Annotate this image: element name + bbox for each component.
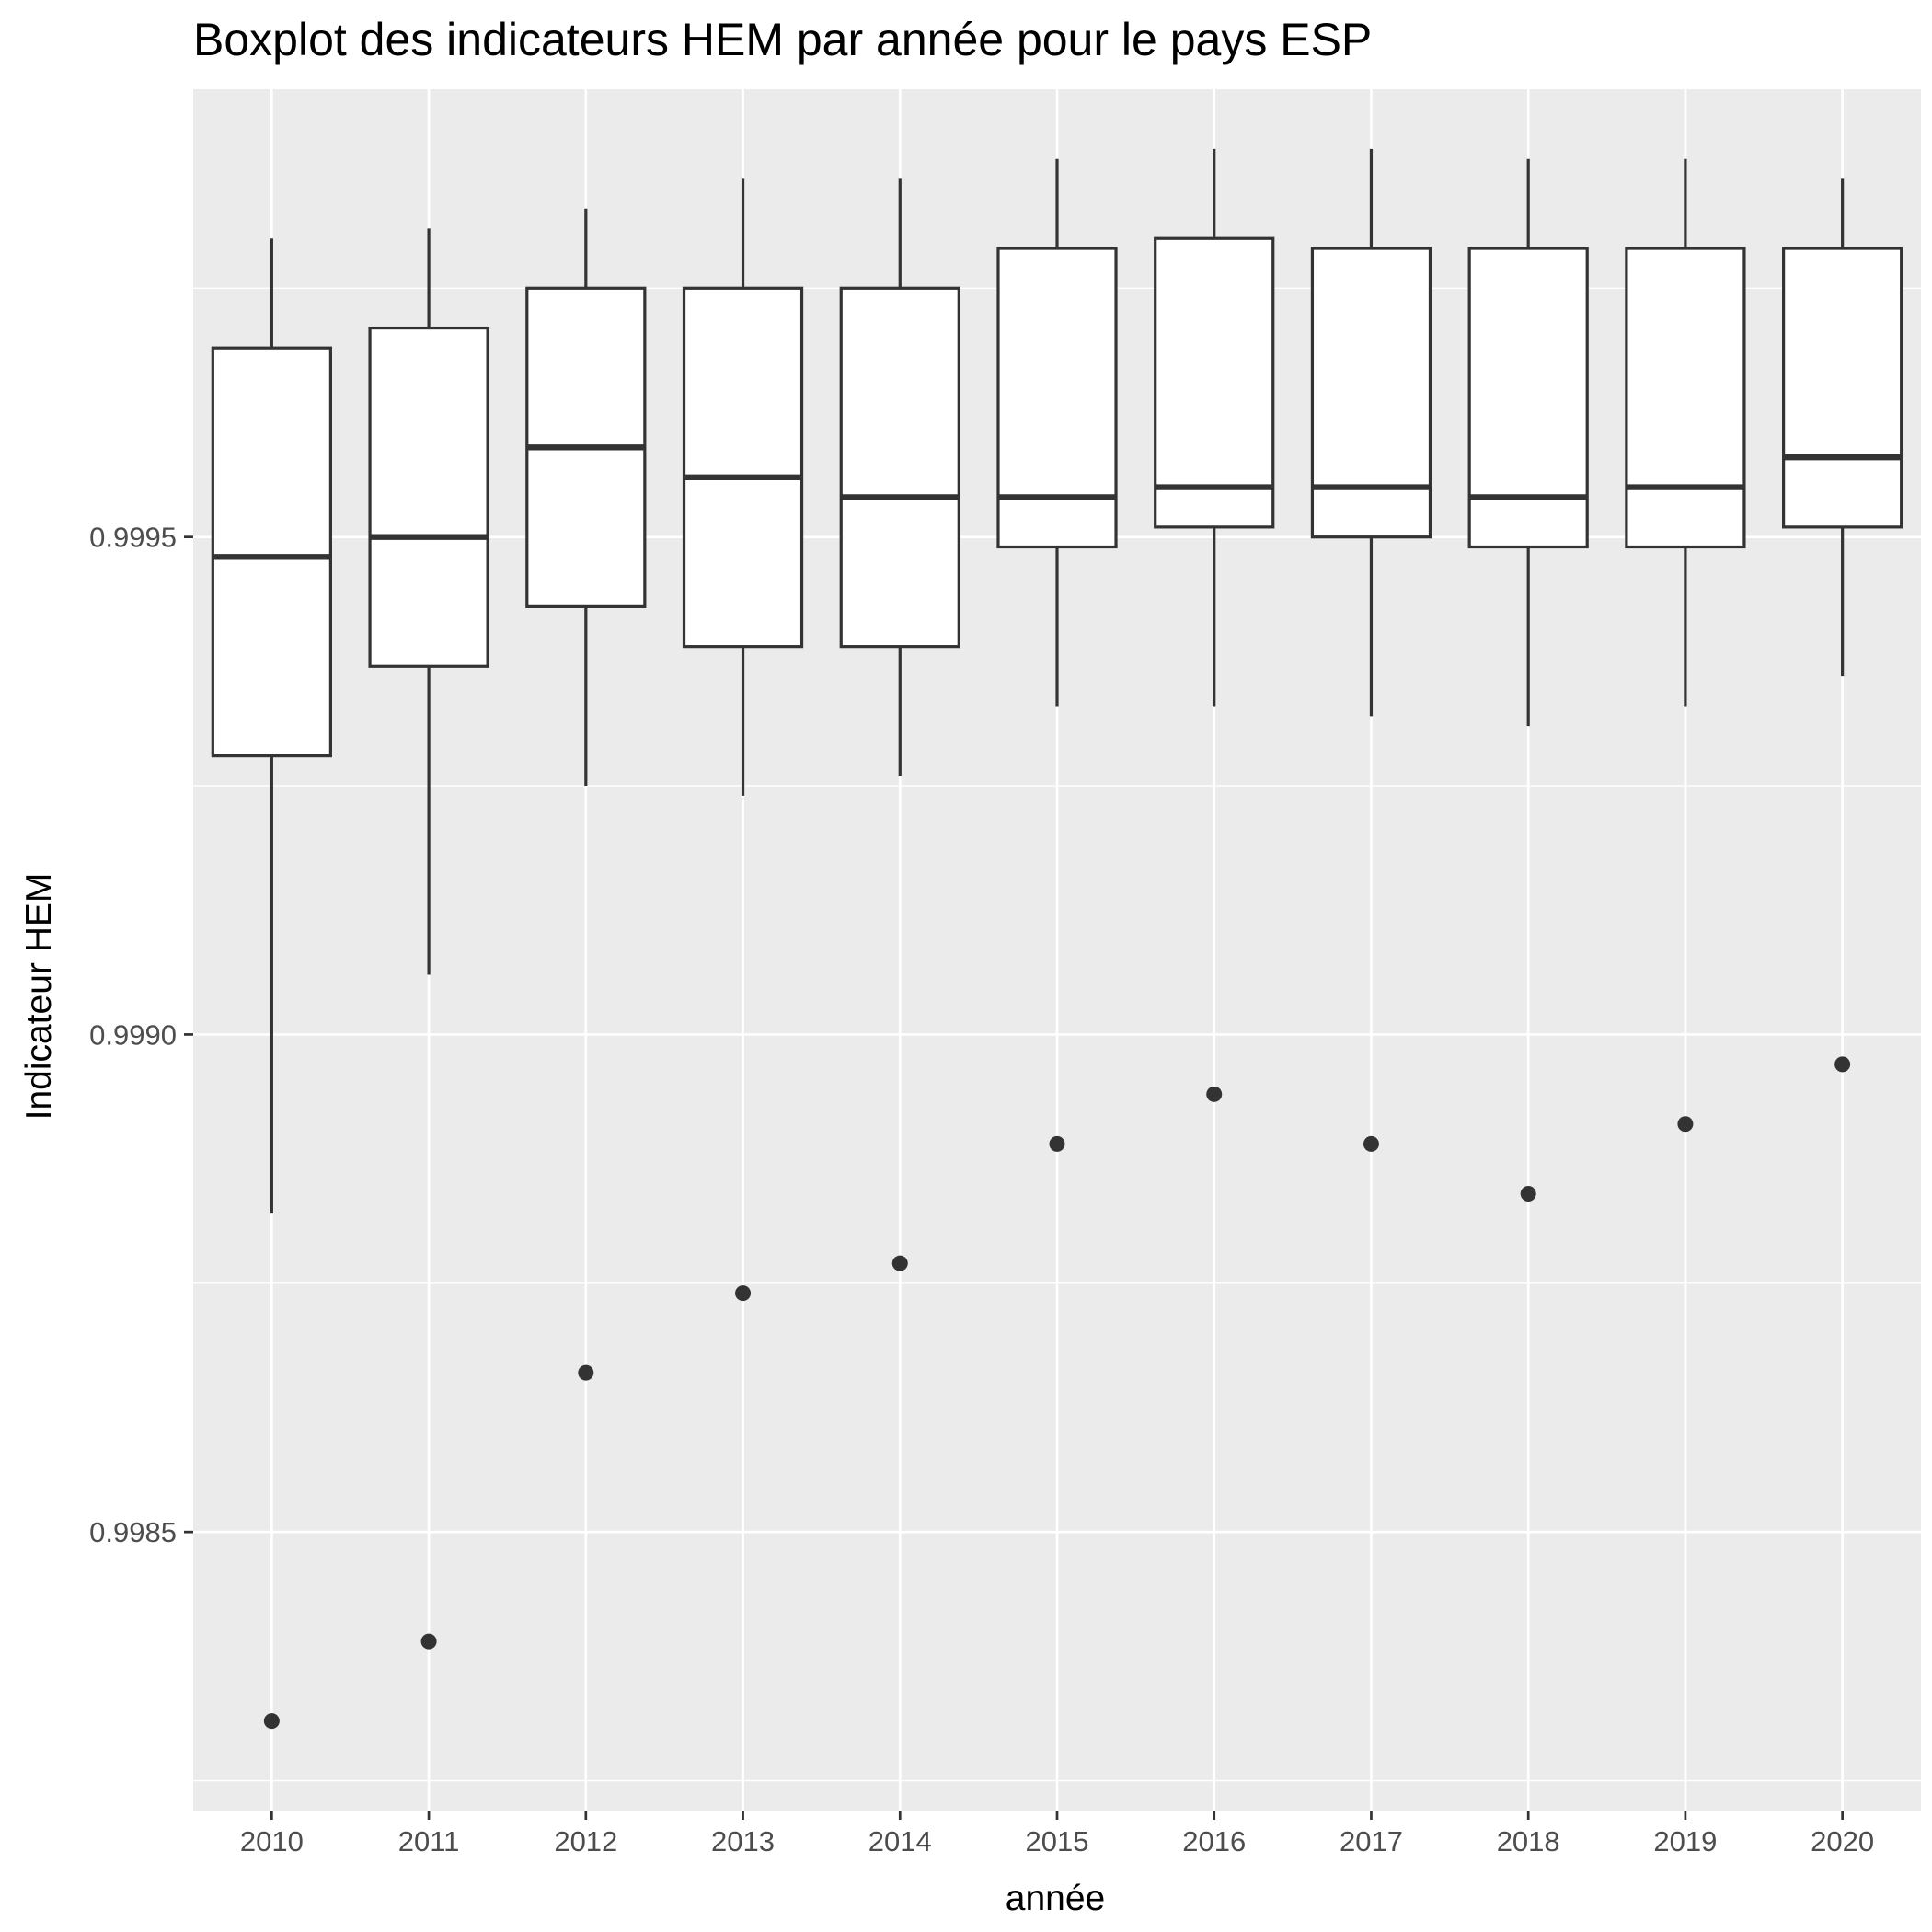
x-tick-label: 2013	[711, 1825, 775, 1857]
box-2011	[368, 228, 489, 1650]
boxes	[211, 148, 1903, 1730]
x-tick-label: 2018	[1497, 1825, 1560, 1857]
y-tick-label: 0.9985	[89, 1516, 177, 1548]
outlier-point	[891, 1255, 908, 1271]
chart-title: Boxplot des indicateurs HEM par année po…	[193, 14, 1372, 65]
box-2015	[996, 158, 1118, 1152]
box-2018	[1467, 158, 1589, 1202]
x-tick-label: 2016	[1182, 1825, 1246, 1857]
outlier-point	[1834, 1056, 1851, 1073]
box-body	[996, 247, 1118, 549]
box-body	[1310, 247, 1432, 539]
outlier-point	[263, 1713, 280, 1730]
box-2013	[682, 178, 804, 1302]
x-axis-title: année	[1006, 1879, 1105, 1918]
box-2016	[1154, 148, 1275, 1102]
box-body	[1154, 236, 1275, 529]
box-2019	[1625, 158, 1746, 1133]
x-tick-label: 2015	[1026, 1825, 1089, 1857]
y-tick-label: 0.9995	[89, 522, 177, 554]
box-body	[368, 326, 489, 668]
outlier-point	[1677, 1116, 1694, 1133]
x-tick-label: 2011	[398, 1825, 460, 1857]
x-tick-label: 2020	[1811, 1825, 1874, 1857]
x-tick-label: 2019	[1653, 1825, 1717, 1857]
x-tick-label: 2010	[240, 1825, 304, 1857]
outlier-point	[735, 1285, 752, 1302]
box-2017	[1310, 148, 1432, 1152]
outlier-point	[420, 1633, 437, 1650]
box-body	[839, 286, 960, 649]
box-2020	[1782, 178, 1903, 1073]
box-2012	[525, 208, 647, 1381]
outlier-point	[1206, 1086, 1223, 1102]
box-2014	[839, 178, 960, 1271]
box-body	[211, 346, 332, 758]
box-body	[1782, 247, 1903, 529]
outlier-point	[578, 1364, 594, 1381]
x-tick-label: 2014	[868, 1825, 932, 1857]
box-2010	[211, 238, 332, 1730]
outlier-point	[1363, 1135, 1379, 1152]
outlier-point	[1049, 1135, 1065, 1152]
y-axis-title: Indicateur HEM	[19, 873, 59, 1121]
box-body	[1625, 247, 1746, 549]
y-tick-label: 0.9990	[89, 1018, 177, 1051]
axis-ticks: 0.9985 0.9990 0.9995 2010 2011 2012 2013 2014 20…	[89, 522, 1874, 1857]
outlier-point	[1520, 1185, 1536, 1202]
box-body	[682, 286, 804, 649]
x-tick-label: 2017	[1340, 1825, 1403, 1857]
x-tick-label: 2012	[554, 1825, 617, 1857]
box-body	[1467, 247, 1589, 549]
